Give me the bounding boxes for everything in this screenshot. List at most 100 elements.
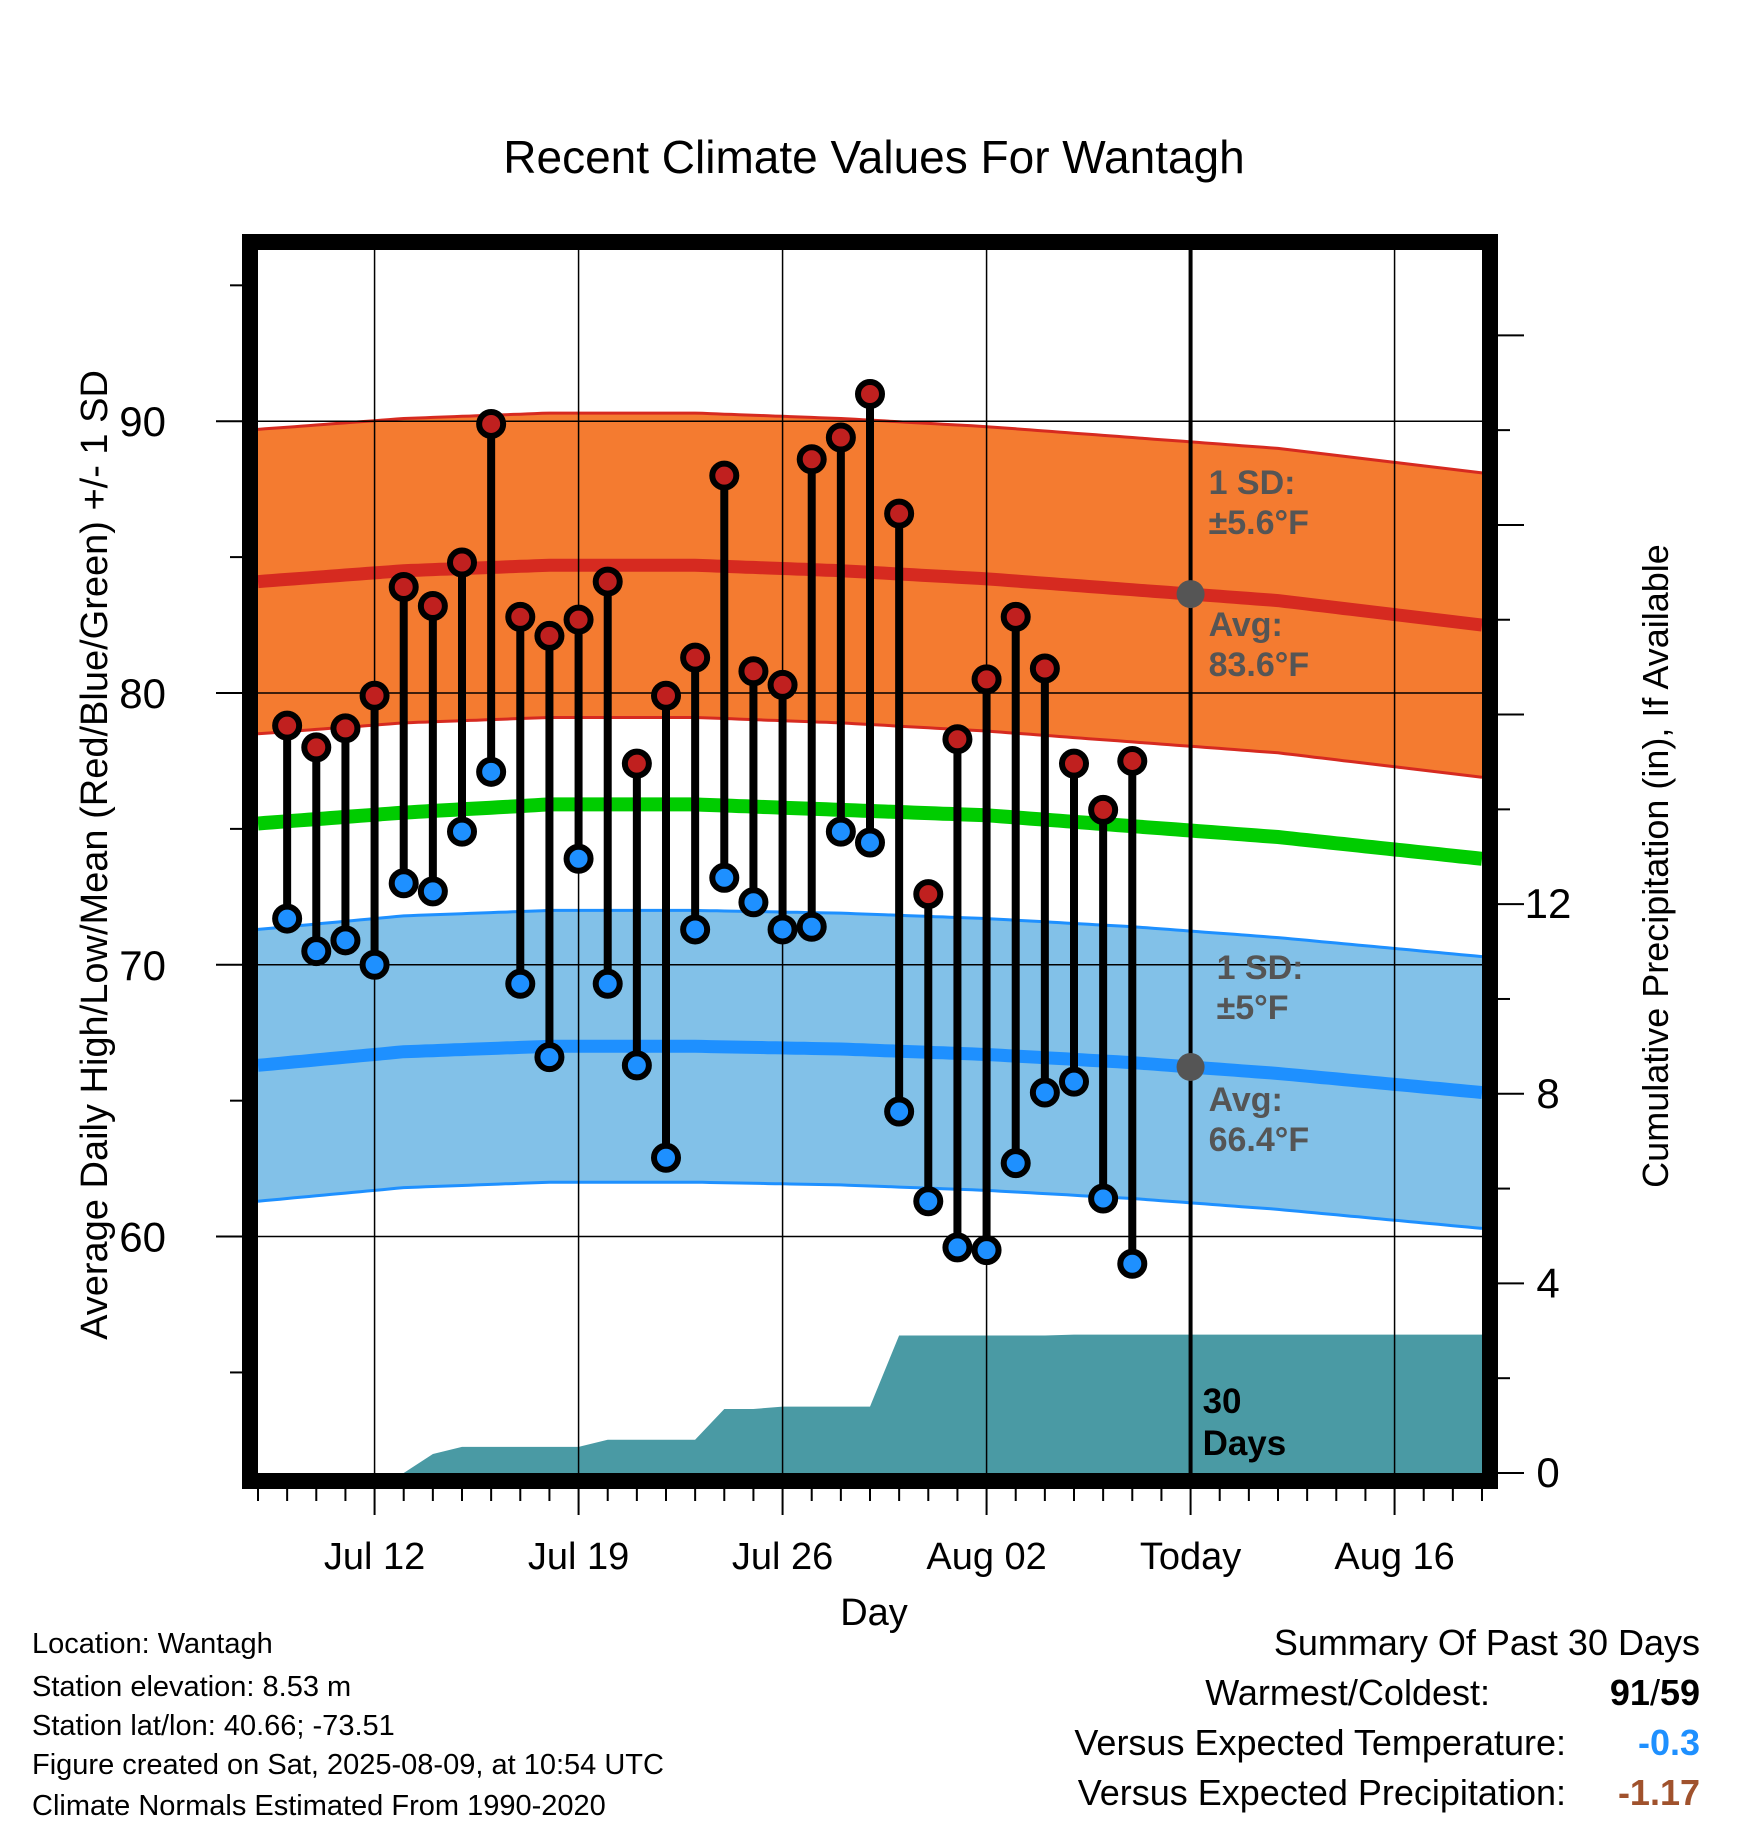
x-tick-label: Jul 26 (732, 1536, 833, 1578)
plot-frame (242, 234, 1498, 1489)
low-sd-annotation: 1 SD: (1217, 949, 1304, 987)
low-point (767, 914, 798, 945)
coldest-value: 59 (1659, 1672, 1700, 1713)
precip-departure-value: -1.17 (1617, 1772, 1700, 1813)
low-avg-annotation: Avg: (1209, 1081, 1283, 1119)
x-tick-label: Aug 02 (926, 1536, 1046, 1578)
high-point (330, 713, 361, 744)
low-point (505, 968, 536, 999)
low-sd-upper-line (258, 908, 1482, 959)
created-text: Figure created on Sat, 2025-08-09, at 10… (32, 1749, 664, 1781)
high-sd-annotation: 1 SD: (1209, 464, 1296, 502)
y-tick-label: 90 (119, 398, 166, 445)
high-point (651, 680, 681, 711)
low-point (272, 903, 303, 934)
temp-departure-label: Versus Expected Temperature: (1074, 1722, 1566, 1763)
x-tick-label: Today (1140, 1536, 1241, 1578)
y-axis-label: Average Daily High/Low/Mean (Red/Blue/Gr… (74, 370, 116, 1340)
latlon-text: Station lat/lon: 40.66; -73.51 (32, 1710, 395, 1742)
low-point (680, 914, 711, 945)
high-point (942, 724, 973, 755)
high-point (476, 408, 507, 439)
low-point (1059, 1066, 1089, 1097)
y2-tick-label: 8 (1536, 1070, 1559, 1117)
warmest-coldest-value: 91/59 (1610, 1672, 1700, 1714)
low-point (913, 1186, 944, 1217)
high-point (534, 620, 565, 651)
precip-departure-label: Versus Expected Precipitation: (1077, 1772, 1566, 1813)
precip-area (287, 1334, 1482, 1473)
high-point (1088, 794, 1119, 825)
y2-tick-label: 12 (1525, 880, 1572, 927)
warmest-coldest-separator: / (1649, 1672, 1660, 1713)
low-point (417, 876, 448, 907)
warmest-coldest-label: Warmest/Coldest: (1205, 1672, 1490, 1713)
low-point (855, 827, 885, 858)
high-point (680, 642, 711, 673)
low-point (447, 816, 477, 847)
today-window-label: 30 (1203, 1382, 1242, 1421)
high-point (621, 748, 652, 779)
low-sd-annotation: ±5°F (1217, 989, 1289, 1027)
low-point (1149, 0, 1173, 12)
high-point (505, 601, 536, 632)
high-point (767, 669, 798, 700)
temp-departure-value: -0.3 (1637, 1722, 1700, 1763)
high-point (709, 460, 740, 491)
low-avg-line (258, 1039, 1482, 1099)
low-point (563, 843, 594, 874)
high-point (738, 656, 769, 687)
high-point (272, 710, 303, 741)
high-point (1117, 745, 1148, 776)
low-point (330, 925, 361, 956)
high-point (1149, 0, 1173, 12)
low-point (884, 1096, 915, 1127)
y2-axis-label: Cumulative Precipitation (in), If Availa… (1635, 544, 1676, 1188)
low-point (534, 1042, 565, 1073)
low-point (592, 968, 623, 999)
location-text: Location: Wantagh (32, 1628, 273, 1660)
low-point (388, 868, 419, 899)
low-point (738, 887, 769, 918)
high-point (447, 547, 477, 578)
low-point (971, 1235, 1002, 1266)
today-low-avg-marker (1176, 1052, 1205, 1081)
high-point (796, 444, 827, 475)
axes: 60 70 80 90 0 4 8 12 Jul 12 Jul 19 Jul 26 Aug 02 Tod… (119, 234, 1572, 1578)
today-high-avg-marker (1176, 580, 1205, 609)
low-point (651, 1142, 681, 1173)
high-point (825, 422, 856, 453)
high-point (417, 591, 448, 622)
low-point (1088, 1183, 1119, 1214)
y-tick-label: 60 (119, 1214, 166, 1261)
y-tick-label: 80 (119, 670, 166, 717)
elevation-text: Station elevation: 8.53 m (32, 1671, 352, 1703)
high-sd-annotation: ±5.6°F (1209, 504, 1309, 542)
low-point (476, 756, 507, 787)
warmest-value: 91 (1609, 1672, 1650, 1713)
low-point (301, 936, 332, 967)
x-tick-label: Jul 12 (324, 1536, 425, 1578)
x-axis-label: Day (840, 1592, 908, 1634)
high-point (855, 379, 885, 410)
low-point (1117, 1248, 1148, 1279)
high-point (884, 498, 915, 529)
low-point (709, 862, 740, 893)
x-tick-label: Aug 16 (1334, 1536, 1454, 1578)
low-point (1000, 1148, 1031, 1179)
high-point (1000, 601, 1031, 632)
high-point (388, 572, 419, 603)
high-avg-annotation: Avg: (1209, 606, 1283, 644)
y2-tick-label: 4 (1536, 1259, 1559, 1306)
high-point (1059, 748, 1089, 779)
y-tick-label: 70 (119, 942, 166, 989)
low-point (796, 911, 827, 942)
low-point (621, 1050, 652, 1081)
y2-tick-label: 0 (1536, 1449, 1559, 1496)
high-point (971, 664, 1002, 695)
low-point (825, 816, 856, 847)
low-point (1029, 1077, 1060, 1108)
